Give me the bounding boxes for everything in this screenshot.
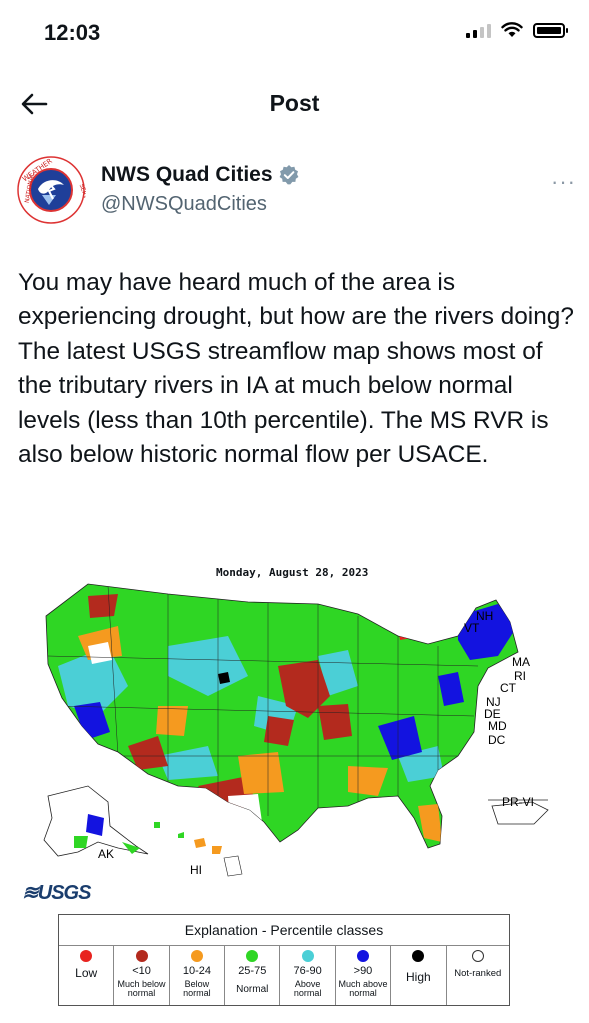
label-de: DE bbox=[484, 707, 501, 721]
legend-dot bbox=[246, 950, 259, 962]
legend-range: 25-75 bbox=[238, 965, 267, 977]
svg-text:SERVICE: SERVICE bbox=[78, 183, 86, 209]
label-ct: CT bbox=[500, 681, 517, 695]
status-time: 12:03 bbox=[44, 20, 101, 45]
label-hi: HI bbox=[190, 863, 202, 877]
map-date: Monday, August 28, 2023 bbox=[216, 566, 369, 579]
legend-dot bbox=[190, 950, 203, 962]
us-streamflow-map: NH VT MA RI CT NJ DE MD DC PR-VI AK HI bbox=[43, 583, 549, 877]
legend-class-low: Low bbox=[59, 946, 115, 1005]
author-name[interactable]: NWS Quad Cities bbox=[101, 163, 300, 187]
legend-desc: Much above normal bbox=[338, 979, 388, 998]
author-name-text: NWS Quad Cities bbox=[101, 163, 273, 186]
cellular-signal-icon bbox=[466, 22, 491, 38]
legend-class-normal: 25-75 Normal bbox=[225, 946, 281, 1005]
status-bar: 12:03 bbox=[0, 0, 589, 64]
legend-dot bbox=[412, 950, 425, 962]
usgs-logo: ≋USGS bbox=[22, 882, 91, 904]
legend-class-much-above: >90 Much above normal bbox=[336, 946, 392, 1005]
legend-desc: Below normal bbox=[183, 979, 211, 998]
label-ak: AK bbox=[98, 847, 114, 861]
legend-title: Explanation - Percentile classes bbox=[184, 922, 384, 938]
nws-logo-icon: WEATHER NATIONAL SERVICE bbox=[17, 156, 86, 224]
status-icons bbox=[466, 22, 568, 38]
label-dc: DC bbox=[488, 733, 506, 747]
battery-icon bbox=[533, 22, 568, 38]
more-options-button[interactable]: ··· bbox=[551, 169, 576, 194]
verified-badge-icon bbox=[279, 165, 298, 185]
legend-label: Low bbox=[75, 966, 98, 980]
legend-range: 10-24 bbox=[182, 965, 211, 977]
legend-dot bbox=[135, 950, 148, 962]
label-ma: MA bbox=[512, 655, 530, 669]
label-md: MD bbox=[488, 719, 507, 733]
legend-dot bbox=[356, 950, 369, 962]
label-pr: PR-VI bbox=[502, 795, 534, 809]
legend-desc: Normal bbox=[236, 984, 269, 995]
legend-label: Not-ranked bbox=[454, 968, 502, 979]
wifi-icon bbox=[501, 22, 523, 37]
legend-class-not-ranked: Not-ranked bbox=[447, 946, 510, 1005]
page-title: Post bbox=[269, 90, 320, 116]
legend-range: >90 bbox=[353, 965, 373, 977]
tweet-text: You may have heard much of the area is e… bbox=[18, 269, 574, 469]
author-handle[interactable]: @NWSQuadCities bbox=[101, 193, 267, 215]
label-nh: NH bbox=[476, 609, 493, 623]
avatar[interactable]: WEATHER NATIONAL SERVICE bbox=[16, 155, 86, 225]
label-vt: VT bbox=[464, 621, 480, 635]
legend-dot bbox=[80, 950, 93, 962]
author-row: WEATHER NATIONAL SERVICE NWS Quad Cities… bbox=[16, 155, 576, 225]
map-legend: Explanation - Percentile classes Low <10… bbox=[58, 914, 510, 1006]
label-ri: RI bbox=[514, 669, 526, 683]
legend-range: <10 bbox=[132, 965, 151, 977]
legend-dot bbox=[301, 950, 314, 962]
legend-cells: Low <10 Much below normal 10-24 Below no… bbox=[59, 945, 509, 1005]
legend-range: 76-90 bbox=[293, 965, 322, 977]
back-arrow-icon[interactable] bbox=[18, 88, 50, 120]
legend-label: High bbox=[405, 970, 431, 984]
post-header: Post bbox=[0, 80, 589, 128]
legend-desc: Above normal bbox=[293, 979, 322, 998]
legend-class-below: 10-24 Below normal bbox=[170, 946, 226, 1005]
legend-class-above: 76-90 Above normal bbox=[280, 946, 336, 1005]
legend-dot bbox=[471, 950, 484, 962]
legend-desc: Much below normal bbox=[117, 979, 166, 998]
label-nj: NJ bbox=[486, 695, 501, 709]
legend-class-high: High bbox=[391, 946, 447, 1005]
streamflow-map-image[interactable]: Monday, August 28, 2023 bbox=[18, 556, 576, 1016]
legend-class-much-below: <10 Much below normal bbox=[114, 946, 170, 1005]
